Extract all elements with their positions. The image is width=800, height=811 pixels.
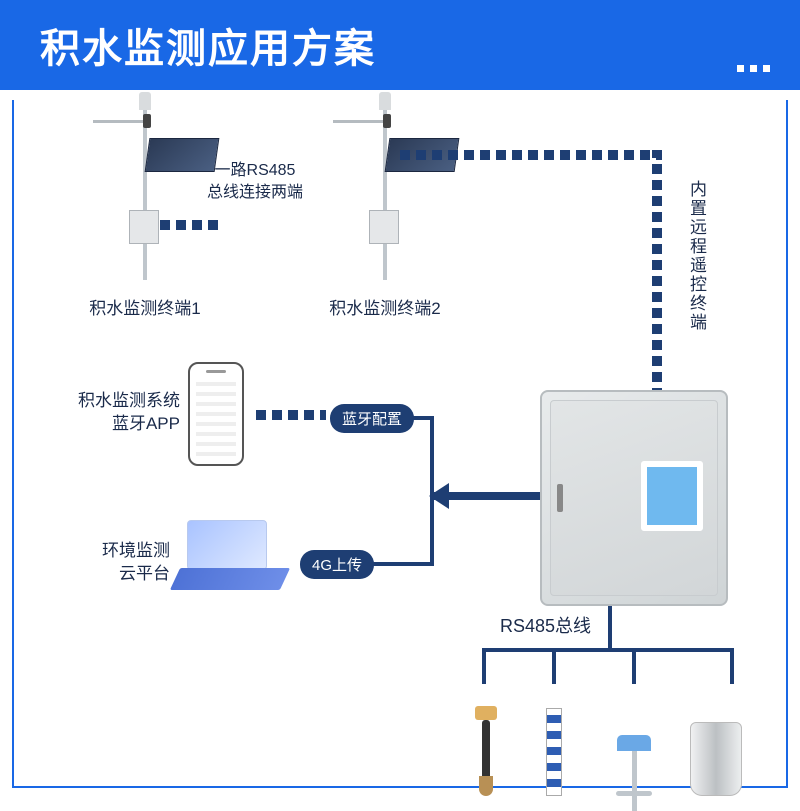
bus-line	[482, 648, 734, 652]
control-enclosure-icon	[540, 390, 728, 606]
connector	[160, 220, 220, 230]
app-label: 积水监测系统 蓝牙APP	[60, 390, 180, 436]
bus-line	[730, 648, 734, 684]
connector	[256, 410, 326, 420]
bus-line	[368, 562, 434, 566]
bus-line	[552, 648, 556, 684]
bus-line	[608, 606, 612, 650]
terminal-1-label: 积水监测终端1	[70, 294, 220, 319]
terminal-1: 积水监测终端1	[70, 110, 220, 319]
bus-line	[482, 648, 486, 684]
bus-line	[632, 648, 636, 684]
decorative-dots	[737, 65, 770, 72]
rs485-bus-label: RS485总线	[500, 612, 591, 638]
connector	[400, 150, 662, 160]
phone-icon	[188, 362, 244, 466]
remote-box-label: 内置远程遥控终端	[684, 180, 709, 332]
probe-sensor-icon	[472, 706, 500, 796]
level-ruler-sensor-icon	[540, 708, 568, 796]
pole-icon	[383, 110, 387, 280]
page-title: 积水监测应用方案	[40, 16, 376, 74]
terminal-2: 积水监测终端2	[310, 110, 460, 319]
title-header: 积水监测应用方案	[0, 0, 800, 90]
cloud-label: 环境监测 云平台	[60, 540, 170, 586]
pole-icon	[143, 110, 147, 280]
diagram-canvas: 积水监测终端1 积水监测终端2 一路RS485 总线连接两端 内置远程遥控终端 …	[0, 90, 800, 800]
rain-gauge-sensor-icon	[688, 722, 744, 796]
arrow-left	[434, 492, 544, 500]
radar-sensor-icon	[614, 735, 654, 796]
terminal-2-label: 积水监测终端2	[310, 294, 460, 319]
cloud-platform-icon	[175, 520, 285, 590]
bus-line	[398, 416, 434, 420]
fourg-pill: 4G上传	[300, 550, 374, 579]
rs485-link-label: 一路RS485 总线连接两端	[195, 160, 315, 203]
